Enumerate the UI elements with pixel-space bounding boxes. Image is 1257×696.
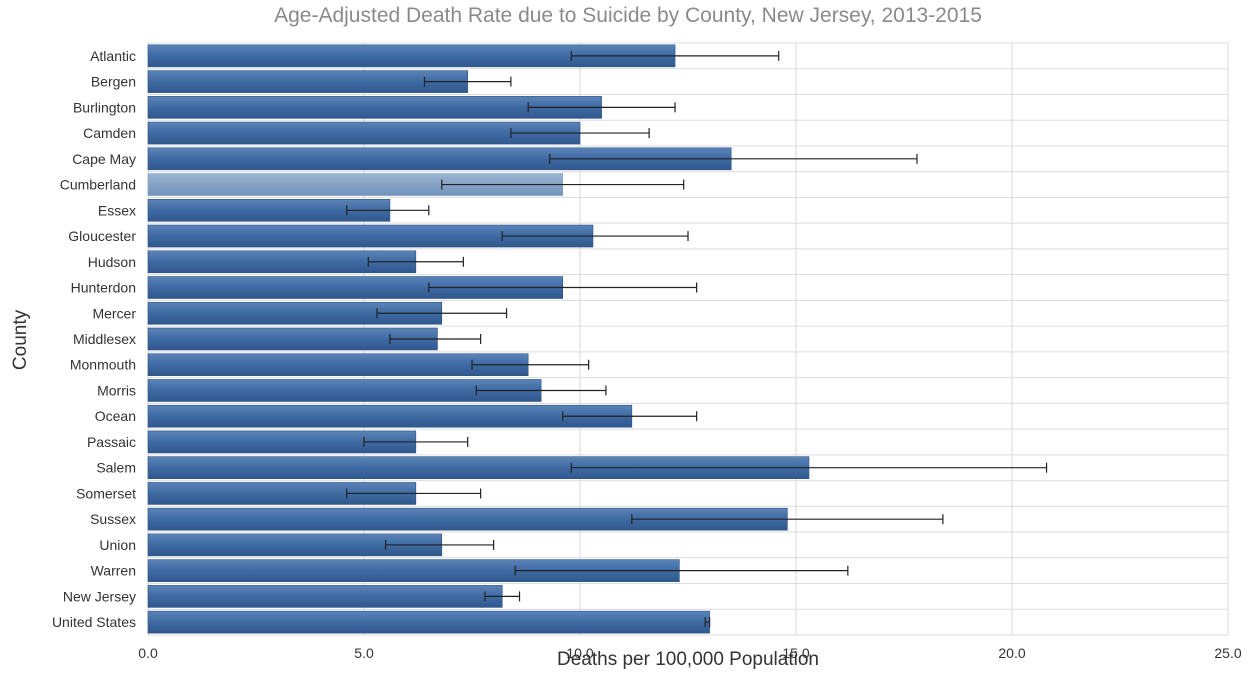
error-bar: [510, 128, 650, 139]
category-label: Bergen: [91, 74, 136, 90]
error-bar: [484, 591, 521, 602]
row-separators: [147, 42, 1228, 636]
error-bar: [527, 102, 676, 113]
x-tick-label: 20.0: [998, 645, 1025, 661]
category-label: New Jersey: [63, 588, 136, 604]
category-label: Cumberland: [60, 177, 136, 193]
category-label: Hunterdon: [71, 280, 136, 296]
category-labels: Atlantic Bergen Burlington Camden Cape May Cu…: [52, 48, 136, 630]
category-label: Mercer: [92, 305, 136, 321]
category-label: Passaic: [87, 434, 136, 450]
error-bar: [475, 385, 607, 396]
bar-new-jersey[interactable]: [147, 585, 503, 608]
category-label: Burlington: [73, 99, 136, 115]
x-tick-label: 5.0: [354, 645, 374, 661]
error-bar: [631, 514, 944, 525]
category-label: Warren: [91, 563, 136, 579]
chart-title: Age-Adjusted Death Rate due to Suicide b…: [274, 4, 982, 27]
error-bar: [570, 50, 780, 61]
category-label: Ocean: [95, 408, 136, 424]
error-bar: [363, 436, 469, 447]
error-bar: [367, 256, 464, 267]
bar-bergen[interactable]: [147, 70, 468, 93]
category-label: Monmouth: [70, 357, 136, 373]
x-tick-label: 25.0: [1214, 645, 1241, 661]
category-label: Morris: [97, 382, 136, 398]
category-label: Camden: [83, 125, 136, 141]
category-label: Hudson: [88, 254, 136, 270]
error-bar: [471, 359, 590, 370]
error-bar: [441, 179, 685, 190]
x-tick-label: 15.0: [782, 645, 809, 661]
error-bar: [549, 153, 918, 164]
error-bar: [376, 308, 508, 319]
category-label: United States: [52, 614, 136, 630]
category-label: Essex: [98, 202, 136, 218]
error-bar: [385, 539, 495, 550]
category-label: Sussex: [90, 511, 136, 527]
category-label: Gloucester: [68, 228, 136, 244]
category-label: Salem: [96, 460, 136, 476]
category-label: Union: [99, 537, 136, 553]
error-bar: [423, 76, 512, 87]
bar-united-states[interactable]: [147, 610, 710, 634]
category-label: Somerset: [76, 485, 136, 501]
category-label: Cape May: [72, 151, 136, 167]
error-bars: [346, 50, 1048, 628]
error-bar: [514, 565, 849, 576]
x-tick-labels: 0.0 5.0 10.0 15.0 20.0 25.0: [138, 645, 1242, 661]
y-axis-title: County: [10, 309, 31, 370]
error-bar: [428, 282, 698, 293]
x-axis-title: Deaths per 100,000 Population: [557, 649, 819, 670]
error-bar: [501, 231, 689, 242]
x-tick-label: 0.0: [138, 645, 158, 661]
error-bar: [704, 617, 711, 628]
bar-monmouth[interactable]: [147, 353, 529, 377]
error-bar: [389, 334, 482, 344]
bars: [147, 44, 810, 634]
error-bar: [570, 462, 1048, 473]
bar-ocean[interactable]: [147, 404, 633, 428]
category-label: Atlantic: [90, 48, 136, 64]
x-tick-label: 10.0: [566, 645, 593, 661]
error-bar: [346, 205, 430, 216]
category-label: Middlesex: [73, 331, 136, 347]
error-bar: [346, 488, 482, 499]
error-bar: [562, 411, 698, 422]
